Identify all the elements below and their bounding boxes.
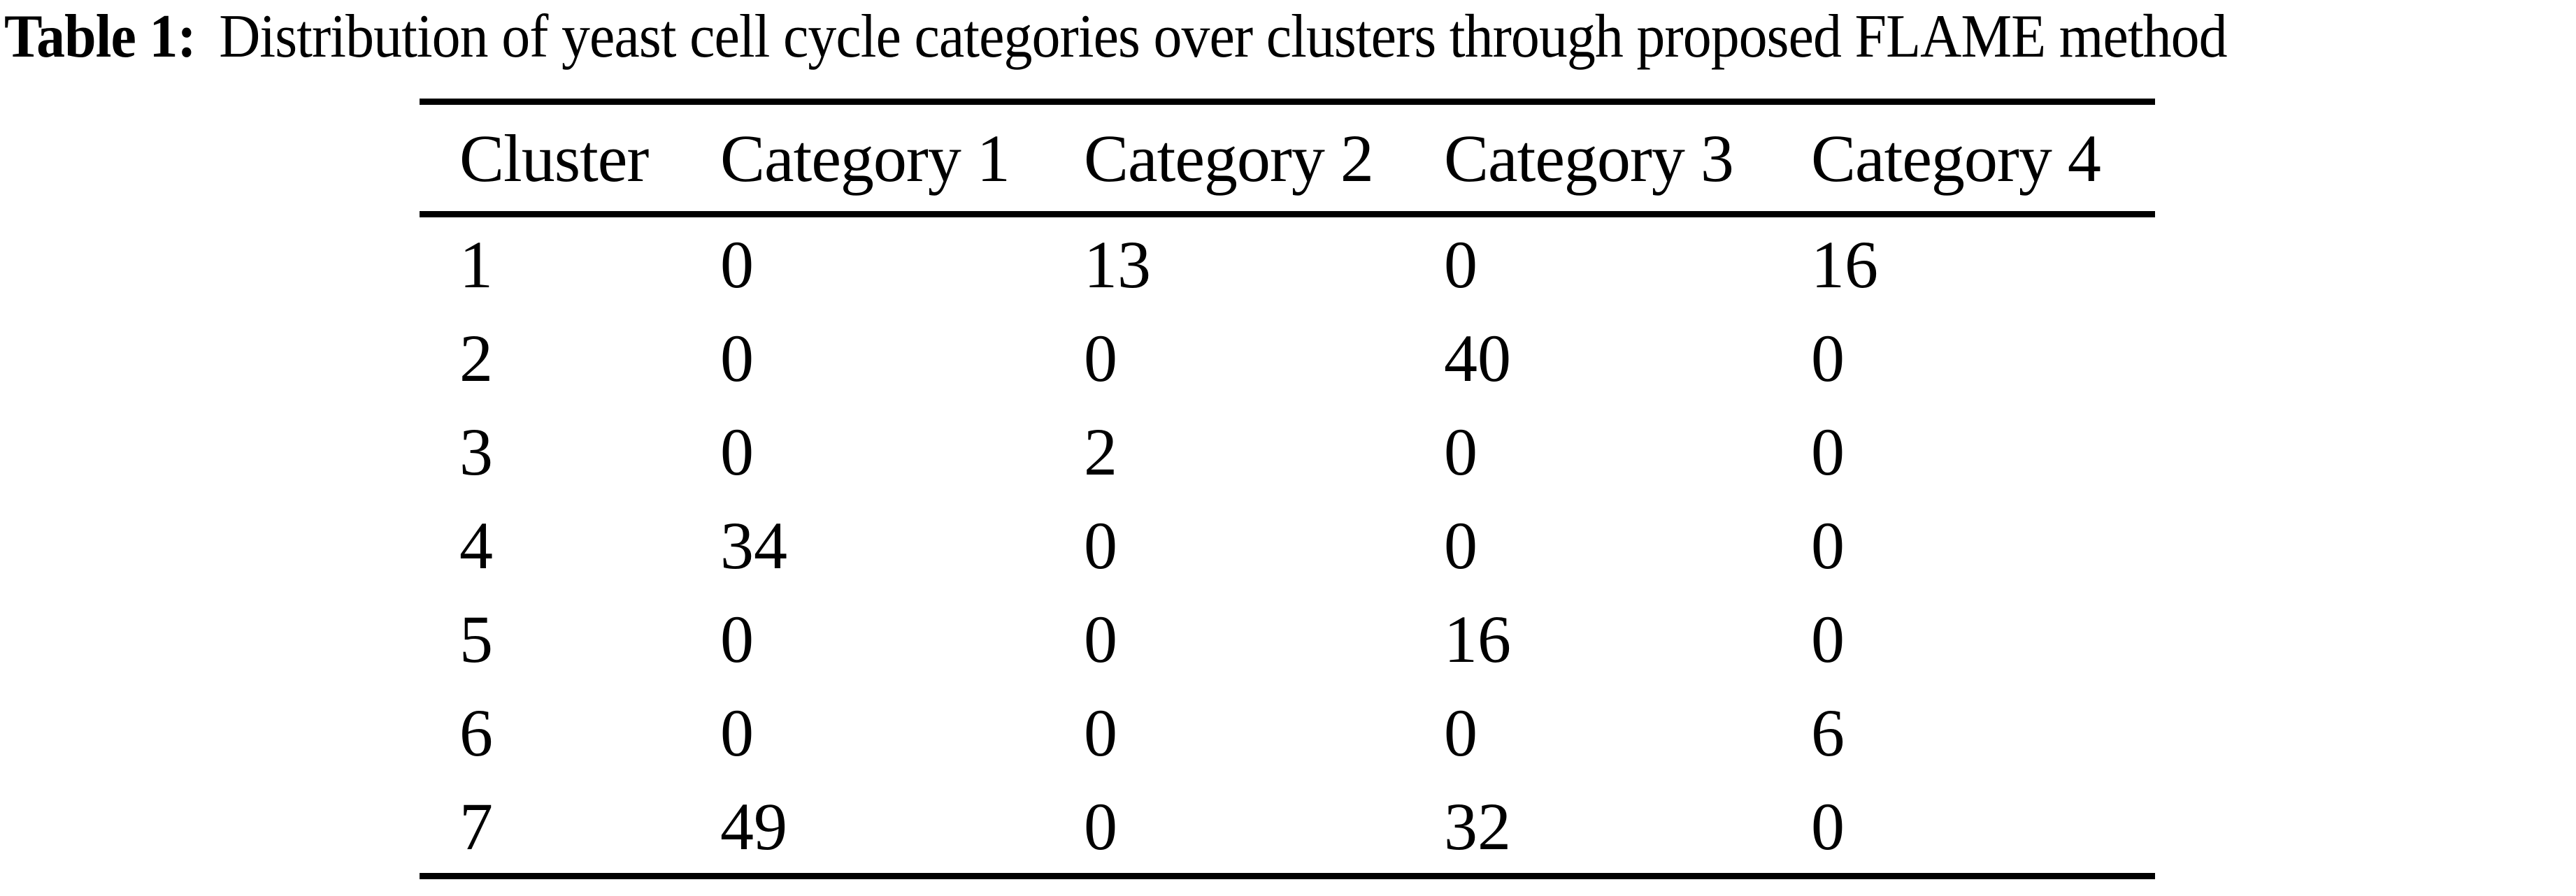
table-row: 7 49 0 32 0	[420, 779, 2155, 876]
table-cell: 0	[720, 414, 754, 489]
header-cell-category-3: Category 3	[1444, 101, 1811, 217]
table-cell: 49	[720, 788, 787, 864]
table-row: 3 0 2 0 0	[420, 405, 2155, 498]
distribution-table: Cluster Category 1 Category 2 Category 3…	[420, 99, 2155, 879]
table-cell: 0	[720, 320, 754, 396]
table-cell: 16	[1811, 226, 1878, 302]
table-cell: 0	[720, 695, 754, 770]
table-row: 1 0 13 0 16	[420, 215, 2155, 312]
cell-cluster: 5	[459, 601, 493, 677]
table-cell: 16	[1444, 601, 1511, 677]
cell-cluster: 7	[459, 788, 493, 864]
table-cell: 0	[1084, 320, 1117, 396]
table-cell: 0	[1444, 226, 1477, 302]
table-cell: 13	[1084, 226, 1151, 302]
header-cell-category-4: Category 4	[1811, 101, 2155, 217]
table-cell: 0	[1084, 507, 1117, 583]
table-cell: 0	[1444, 695, 1477, 770]
cell-cluster: 6	[459, 695, 493, 770]
cell-cluster: 4	[459, 507, 493, 583]
header-row: Cluster Category 1 Category 2 Category 3…	[420, 101, 2155, 217]
table-cell: 0	[1444, 507, 1477, 583]
table-cell: 0	[1811, 507, 1845, 583]
table-cell: 0	[1811, 414, 1845, 489]
table-cell: 0	[1811, 788, 1845, 864]
table-row: 6 0 0 0 6	[420, 686, 2155, 779]
header-cell-category-2: Category 2	[1084, 101, 1444, 217]
table-cell: 0	[1084, 695, 1117, 770]
table-cell: 0	[1811, 320, 1845, 396]
header-cell-cluster: Cluster	[420, 101, 720, 217]
table-cell: 0	[1084, 788, 1117, 864]
table-cell: 0	[1444, 414, 1477, 489]
cell-cluster: 1	[459, 226, 493, 302]
table-cell: 2	[1084, 414, 1117, 489]
table-cell: 32	[1444, 788, 1511, 864]
cell-cluster: 2	[459, 320, 493, 396]
table-cell: 0	[1811, 601, 1845, 677]
table-cell: 34	[720, 507, 787, 583]
table-cell: 40	[1444, 320, 1511, 396]
header-cell-category-1: Category 1	[720, 101, 1084, 217]
caption-text: Distribution of yeast cell cycle categor…	[219, 3, 2227, 71]
table-row: 2 0 0 40 0	[420, 311, 2155, 405]
table-row: 4 34 0 0 0	[420, 498, 2155, 592]
table-cell: 6	[1811, 695, 1845, 770]
table-cell: 0	[1084, 601, 1117, 677]
table-caption: Table 1: Distribution of yeast cell cycle…	[4, 1, 2228, 72]
cell-cluster: 3	[459, 414, 493, 489]
table-row: 5 0 0 16 0	[420, 592, 2155, 686]
table-cell: 0	[720, 601, 754, 677]
table-cell: 0	[720, 226, 754, 302]
caption-label: Table 1:	[4, 3, 196, 71]
